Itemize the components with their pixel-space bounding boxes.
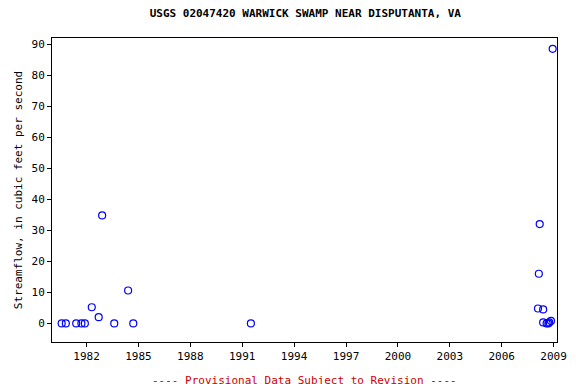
- svg-text:2003: 2003: [437, 350, 464, 363]
- svg-text:50: 50: [32, 162, 45, 175]
- svg-text:1997: 1997: [333, 350, 360, 363]
- svg-text:40: 40: [32, 193, 45, 206]
- svg-text:1982: 1982: [73, 350, 100, 363]
- svg-text:2006: 2006: [488, 350, 515, 363]
- svg-text:10: 10: [32, 286, 45, 299]
- svg-text:0: 0: [38, 317, 45, 330]
- svg-text:1988: 1988: [177, 350, 204, 363]
- svg-text:Streamflow, in cubic feet per: Streamflow, in cubic feet per second: [12, 71, 25, 309]
- svg-text:USGS 02047420 WARWICK SWAMP NE: USGS 02047420 WARWICK SWAMP NEAR DISPUTA…: [150, 7, 462, 20]
- svg-text:1985: 1985: [125, 350, 152, 363]
- svg-text:1994: 1994: [281, 350, 308, 363]
- svg-text:60: 60: [32, 131, 45, 144]
- svg-text:80: 80: [32, 69, 45, 82]
- svg-text:70: 70: [32, 100, 45, 113]
- svg-text:90: 90: [32, 38, 45, 51]
- svg-text:30: 30: [32, 224, 45, 237]
- svg-text:2009: 2009: [540, 350, 567, 363]
- svg-text:1991: 1991: [229, 350, 256, 363]
- svg-text:20: 20: [32, 255, 45, 268]
- svg-text:---- Provisional Data Subject: ---- Provisional Data Subject to Revisio…: [152, 374, 457, 384]
- svg-text:2000: 2000: [385, 350, 412, 363]
